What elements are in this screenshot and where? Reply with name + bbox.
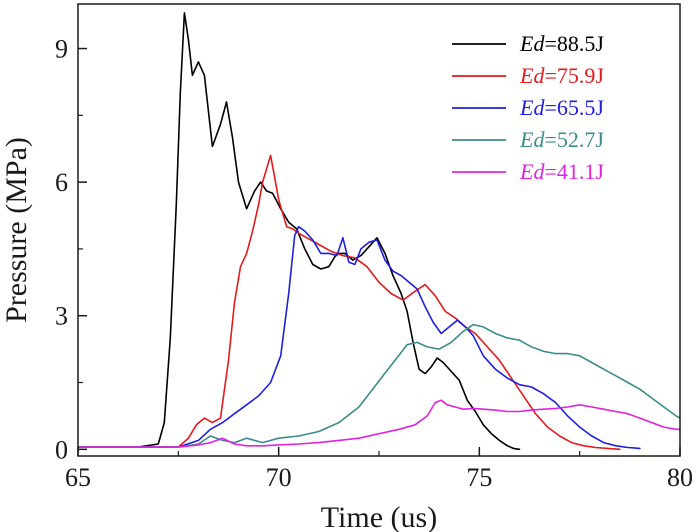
series-line-2	[77, 225, 641, 450]
x-tick-label: 65	[65, 463, 91, 492]
y-tick-label: 0	[55, 435, 68, 464]
y-tick-label: 9	[55, 35, 68, 64]
x-axis-title: Time (us)	[321, 501, 437, 532]
plot-lines	[77, 12, 681, 451]
y-axis-title: Pressure (MPa)	[0, 137, 33, 323]
x-tick-label: 80	[667, 463, 693, 492]
legend-label-value: =41.1J	[544, 159, 604, 184]
legend-label-4: Ed=41.1J	[519, 159, 604, 184]
legend-label-1: Ed=75.9J	[519, 63, 604, 88]
x-tick-label: 75	[466, 463, 492, 492]
legend-label-value: =75.9J	[544, 63, 604, 88]
series-line-0	[77, 12, 521, 451]
y-axis: 0 3 6 9	[55, 35, 87, 464]
y-tick-label: 3	[55, 302, 68, 331]
legend-label-value: =52.7J	[544, 127, 604, 152]
legend-label-prefix: Ed	[519, 127, 545, 152]
legend-label-prefix: Ed	[519, 159, 545, 184]
series-line-3	[77, 323, 681, 448]
legend-label-prefix: Ed	[519, 31, 545, 56]
series-line-4	[77, 399, 681, 448]
legend-label-0: Ed=88.5J	[519, 31, 604, 56]
x-axis: 65 70 75 80	[65, 447, 693, 492]
legend-label-value: =88.5J	[544, 31, 604, 56]
legend-label-3: Ed=52.7J	[519, 127, 604, 152]
x-tick-label: 70	[266, 463, 292, 492]
legend-label-prefix: Ed	[519, 95, 545, 120]
legend-label-value: =65.5J	[544, 95, 604, 120]
legend-label-2: Ed=65.5J	[519, 95, 604, 120]
legend-label-prefix: Ed	[519, 63, 545, 88]
y-tick-label: 6	[55, 168, 68, 197]
